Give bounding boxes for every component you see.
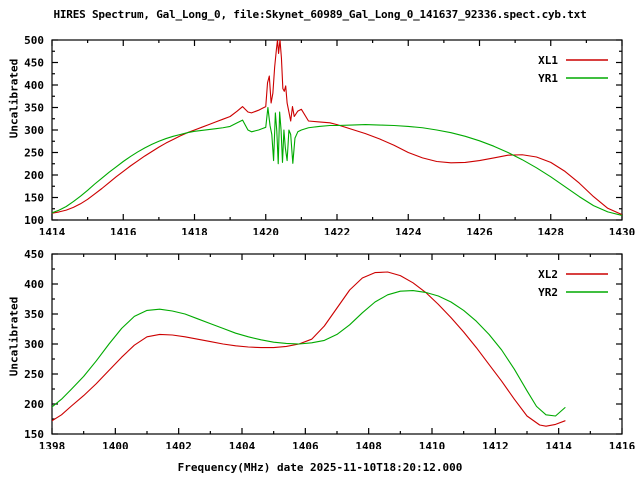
legend-background xyxy=(524,260,614,306)
x-tick-label: 1424 xyxy=(395,226,422,235)
x-tick-label: 1418 xyxy=(181,226,208,235)
x-tick-label: 1412 xyxy=(482,440,509,449)
y-tick-label: 300 xyxy=(24,124,44,137)
y-tick-label: 450 xyxy=(24,57,44,70)
x-axis-label: Frequency(MHz) date 2025-11-10T18:20:12.… xyxy=(177,461,463,474)
x-tick-label: 1414 xyxy=(545,440,572,449)
legend-background xyxy=(524,46,614,92)
y-tick-label: 400 xyxy=(24,278,44,291)
y-tick-label: 500 xyxy=(24,34,44,47)
x-tick-label: 1408 xyxy=(355,440,382,449)
y-tick-label: 350 xyxy=(24,102,44,115)
x-tick-label: 1400 xyxy=(102,440,129,449)
legend-label-XL2: XL2 xyxy=(538,268,558,281)
x-tick-label: 1430 xyxy=(609,226,636,235)
x-tick-label: 1402 xyxy=(165,440,192,449)
y-tick-label: 100 xyxy=(24,214,44,227)
series-YR2 xyxy=(52,290,566,417)
x-tick-label: 1404 xyxy=(229,440,256,449)
y-tick-label: 350 xyxy=(24,308,44,321)
y-tick-label: 150 xyxy=(24,192,44,205)
x-tick-label: 1406 xyxy=(292,440,319,449)
x-tick-label: 1428 xyxy=(538,226,565,235)
x-tick-label: 1410 xyxy=(419,440,446,449)
chart-svg-top: 100 150 200 250 300 350 400 450 500 1414 1416 1418 1… xyxy=(24,34,636,235)
y-tick-label: 400 xyxy=(24,79,44,92)
chart-panel-bottom: 150 200 250 300 350 400 450 1398 1400 1402 1404 140… xyxy=(0,244,640,449)
y-tick-label: 250 xyxy=(24,368,44,381)
x-tick-label: 1416 xyxy=(609,440,636,449)
chart-panel-top: 100 150 200 250 300 350 400 450 500 1414 1416 1418 1… xyxy=(0,30,640,235)
y-tick-label: 150 xyxy=(24,428,44,441)
y-tick-label: 200 xyxy=(24,169,44,182)
y-tick-label: 200 xyxy=(24,398,44,411)
series-YR1 xyxy=(52,106,622,217)
x-tick-label: 1414 xyxy=(39,226,66,235)
series-XL2 xyxy=(52,271,566,427)
y-tick-label: 300 xyxy=(24,338,44,351)
series-XL1 xyxy=(52,40,622,216)
chart-svg-bottom: 150 200 250 300 350 400 450 1398 1400 1402 1404 140… xyxy=(24,248,636,449)
x-tick-label: 1416 xyxy=(110,226,137,235)
page-title: HIRES Spectrum, Gal_Long_0, file:Skynet_… xyxy=(53,8,587,21)
x-tick-label: 1420 xyxy=(253,226,280,235)
y-tick-label: 450 xyxy=(24,248,44,261)
x-tick-label: 1426 xyxy=(466,226,493,235)
legend-label-XL1: XL1 xyxy=(538,54,558,67)
x-tick-label: 1398 xyxy=(39,440,66,449)
legend-label-YR2: YR2 xyxy=(538,286,558,299)
x-tick-label: 1422 xyxy=(324,226,351,235)
y-tick-label: 250 xyxy=(24,147,44,160)
legend-label-YR1: YR1 xyxy=(538,72,558,85)
